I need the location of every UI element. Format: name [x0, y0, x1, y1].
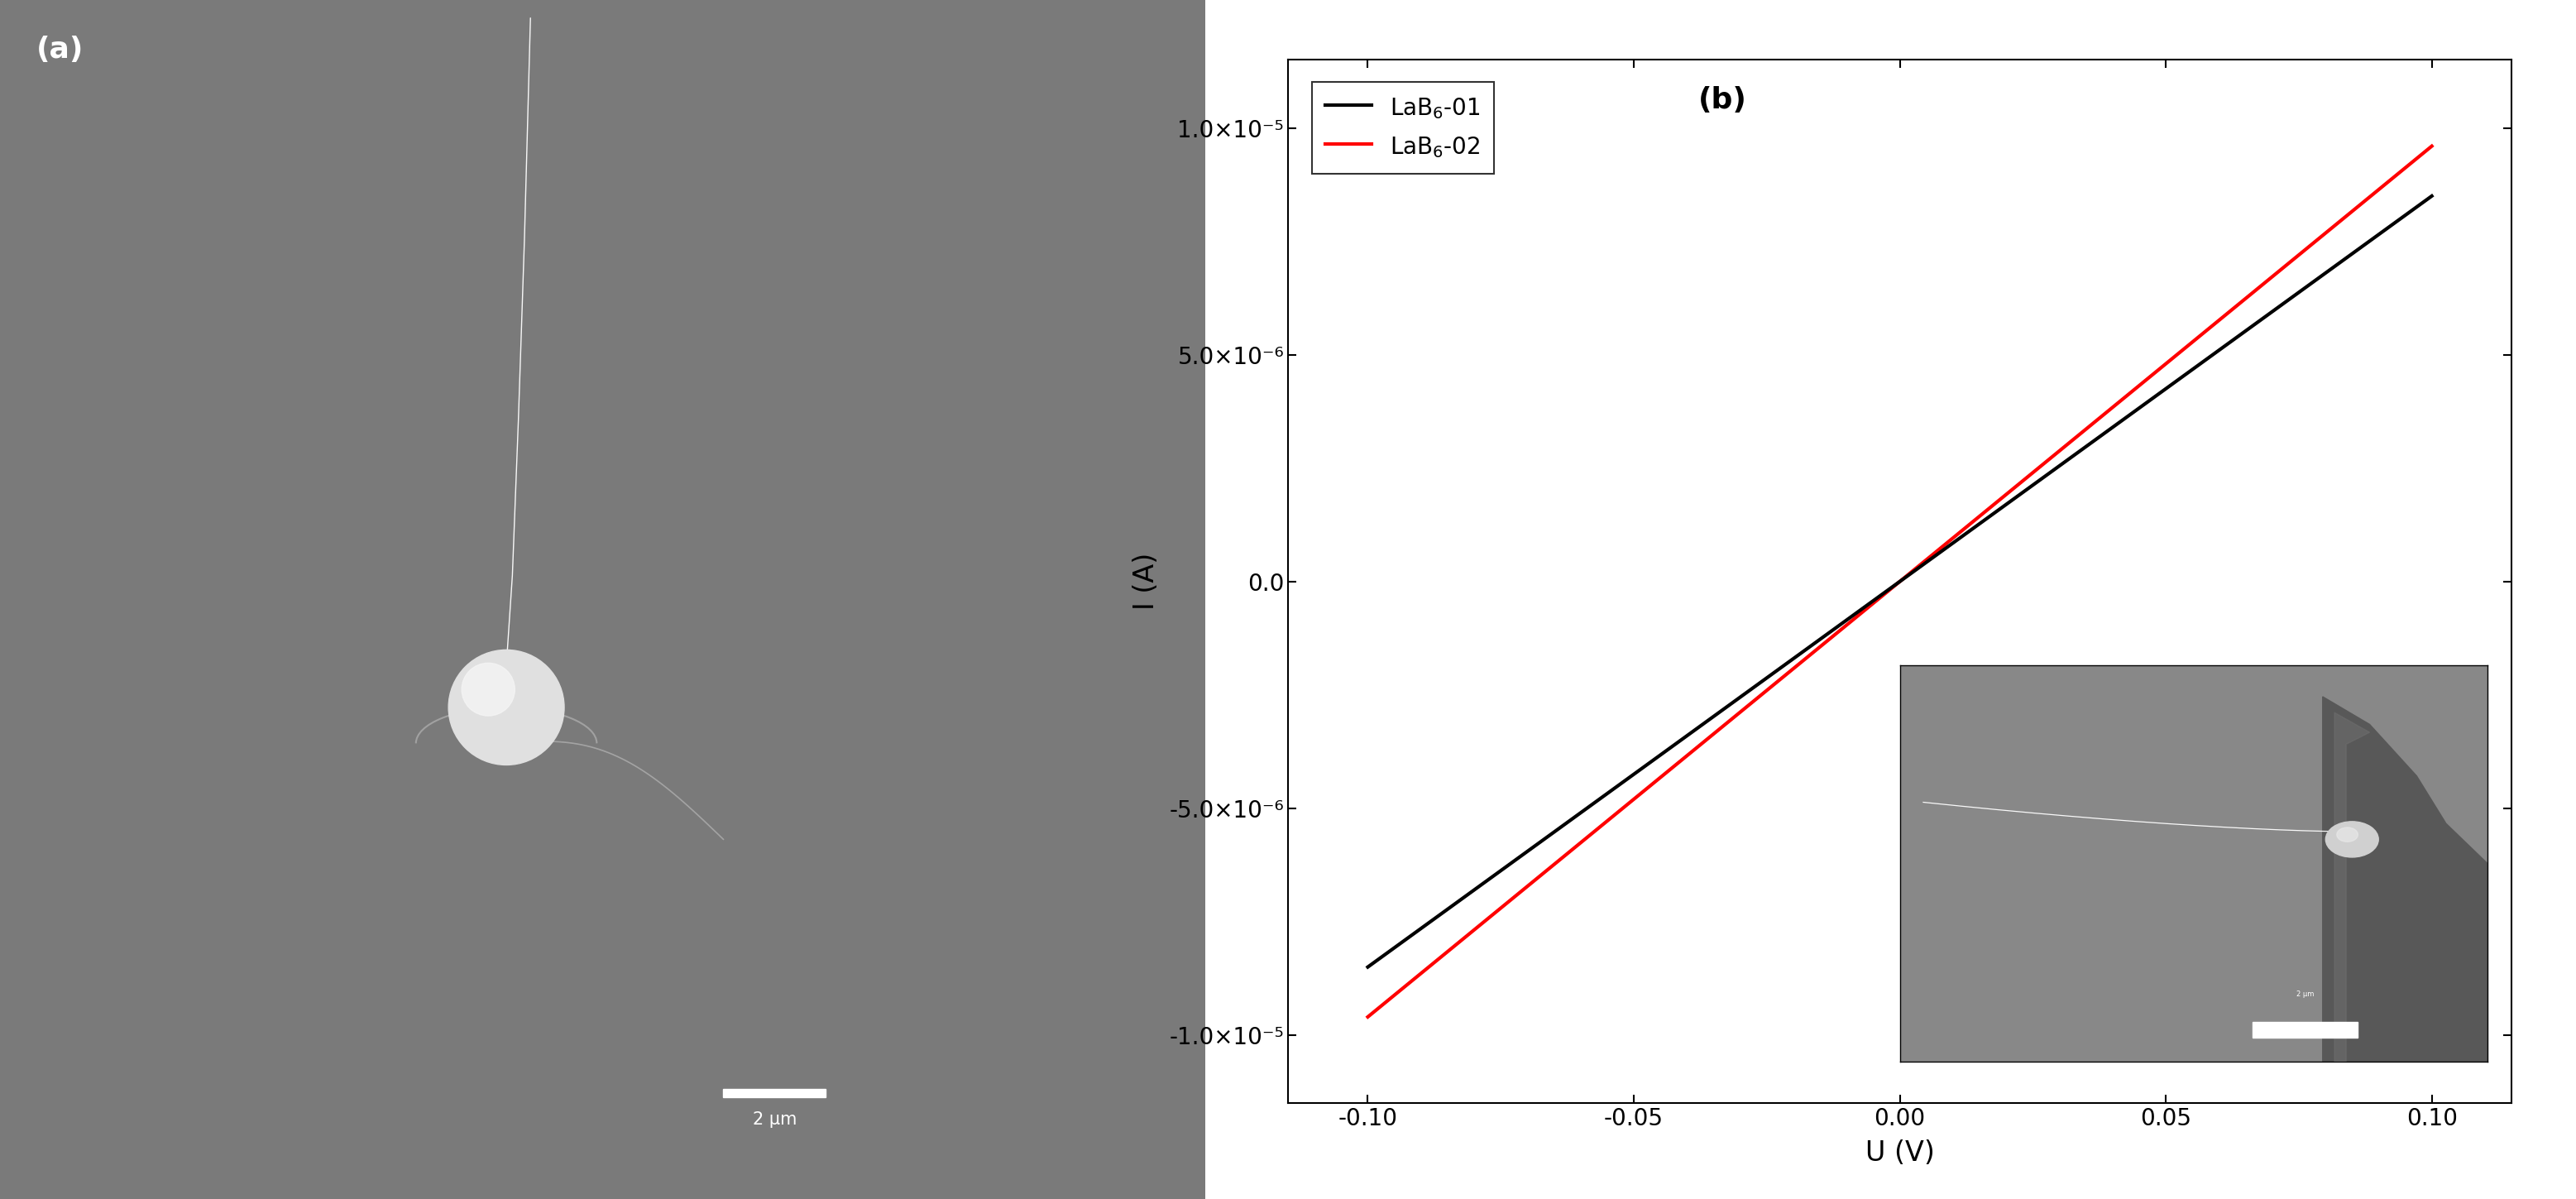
X-axis label: U (V): U (V): [1865, 1139, 1935, 1167]
LaB$_6$-02: [1927, 538, 1958, 553]
LaB$_6$-02: [1865, 591, 1896, 605]
LaB$_6$-01: [1865, 589, 1896, 603]
LaB$_6$-02: [2226, 296, 2257, 311]
LaB$_6$-02: [2391, 159, 2421, 174]
Text: (b): (b): [1698, 86, 1747, 114]
LaB$_6$-01: [2416, 188, 2447, 203]
Line: LaB$_6$-02: LaB$_6$-02: [1368, 146, 2432, 1017]
LaB$_6$-01: [1927, 543, 1958, 558]
LaB$_6$-01: [1986, 501, 2017, 516]
LaB$_6$-01: [1857, 594, 1888, 608]
Text: (a): (a): [36, 36, 82, 64]
Line: LaB$_6$-01: LaB$_6$-01: [1368, 195, 2432, 968]
LaB$_6$-02: [1352, 1010, 1383, 1024]
LaB$_6$-02: [1857, 596, 1888, 610]
LaB$_6$-02: [2416, 139, 2447, 153]
Legend: LaB$_6$-01, LaB$_6$-02: LaB$_6$-01, LaB$_6$-02: [1311, 82, 1494, 174]
Y-axis label: I (A): I (A): [1133, 553, 1159, 610]
Circle shape: [448, 650, 564, 765]
Bar: [724, 1089, 827, 1097]
LaB$_6$-01: [2226, 327, 2257, 342]
LaB$_6$-01: [2391, 207, 2421, 222]
Circle shape: [461, 663, 515, 716]
LaB$_6$-01: [1352, 960, 1383, 975]
LaB$_6$-02: [1986, 492, 2017, 506]
Text: 2 μm: 2 μm: [752, 1111, 796, 1128]
